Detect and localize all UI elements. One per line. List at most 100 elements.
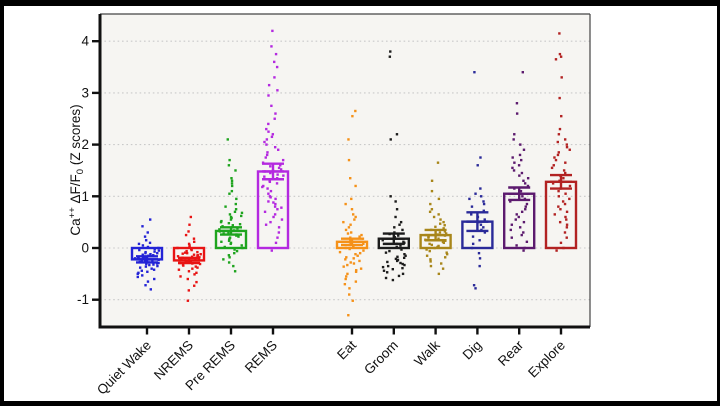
point-rems (269, 171, 272, 175)
point-eat (346, 232, 350, 235)
y-tick-label-1: 1 (81, 189, 89, 204)
point-eat (344, 202, 347, 206)
point-walk (437, 197, 441, 201)
point-pre_rems (220, 240, 223, 243)
point-rems (271, 133, 275, 136)
point-eat (358, 259, 361, 263)
point-groom (391, 278, 395, 282)
point-nrems (187, 270, 191, 273)
point-groom (385, 271, 389, 274)
point-rear (518, 174, 521, 177)
point-rems (273, 60, 276, 64)
point-dig (479, 223, 483, 226)
point-eat (358, 251, 362, 255)
point-walk (437, 272, 441, 276)
point-nrems (189, 215, 193, 219)
point-eat (338, 250, 342, 254)
point-eat (352, 257, 355, 260)
series-rear (503, 71, 536, 252)
point-rems (277, 148, 280, 151)
point-rear (521, 195, 524, 198)
point-eat (354, 215, 357, 219)
point-pre_rems (235, 234, 238, 237)
point-pre_rems (227, 221, 231, 225)
point-rear (522, 179, 525, 182)
point-rear (520, 210, 524, 214)
point-pre_rems (231, 224, 235, 227)
point-quiet_wake (148, 241, 152, 245)
point-walk (430, 243, 434, 247)
series-groom (377, 50, 410, 282)
point-eat (347, 226, 351, 229)
point-walk (441, 267, 445, 270)
point-rems (277, 226, 281, 229)
point-rear (524, 208, 527, 211)
point-dig (474, 287, 477, 290)
point-rems (280, 218, 284, 221)
point-eat (344, 246, 347, 250)
point-eat (350, 208, 354, 211)
point-dig (479, 156, 482, 159)
point-pre_rems (236, 227, 239, 230)
point-walk (430, 208, 434, 211)
point-explore (565, 223, 569, 226)
point-eat (347, 138, 350, 141)
point-explore (561, 180, 565, 184)
point-quiet_wake (143, 258, 147, 261)
point-explore (565, 210, 569, 214)
point-rems (275, 177, 279, 180)
point-eat (344, 258, 347, 261)
point-eat (346, 272, 349, 276)
x-tick-label-groom: Groom (361, 338, 401, 378)
point-explore (557, 133, 561, 136)
point-pre_rems (238, 223, 242, 226)
point-walk (428, 210, 432, 214)
point-groom (396, 255, 399, 258)
point-pre_rems (235, 197, 238, 201)
point-pre_rems (233, 251, 236, 255)
point-eat (349, 261, 352, 264)
point-explore (563, 202, 567, 206)
point-eat (358, 235, 361, 238)
point-rear (525, 202, 529, 206)
point-walk (429, 264, 433, 268)
series-quiet_wake (130, 218, 164, 291)
point-rems (273, 205, 277, 208)
point-rear (511, 156, 514, 159)
point-explore (557, 205, 560, 208)
point-rems (265, 153, 269, 157)
point-pre_rems (218, 228, 221, 231)
point-rear (512, 138, 515, 141)
point-explore (565, 218, 568, 221)
point-explore (553, 213, 556, 216)
x-tick-label-quiet_wake: Quiet Wake (94, 338, 154, 398)
point-explore (565, 145, 569, 149)
series-dig (461, 71, 494, 290)
point-pre_rems (224, 205, 227, 208)
point-walk (425, 254, 429, 257)
point-pre_rems (230, 177, 233, 180)
point-dig (471, 242, 475, 246)
point-quiet_wake (140, 259, 144, 263)
point-nrems (193, 273, 196, 276)
point-rear (515, 112, 519, 115)
point-eat (349, 177, 352, 180)
point-explore (556, 140, 559, 144)
point-explore (558, 32, 561, 35)
point-walk (442, 227, 445, 230)
point-nrems (195, 280, 198, 284)
point-groom (394, 215, 397, 219)
point-pre_rems (233, 210, 237, 214)
point-eat (355, 269, 358, 272)
point-explore (558, 127, 562, 131)
point-groom (393, 231, 396, 234)
point-quiet_wake (157, 249, 161, 252)
point-rems (267, 83, 271, 87)
point-rems (263, 140, 266, 144)
point-nrems (196, 266, 199, 269)
point-rear (513, 161, 516, 164)
point-quiet_wake (146, 231, 149, 234)
point-eat (352, 262, 356, 265)
point-rems (272, 215, 275, 219)
point-dig (482, 200, 485, 203)
